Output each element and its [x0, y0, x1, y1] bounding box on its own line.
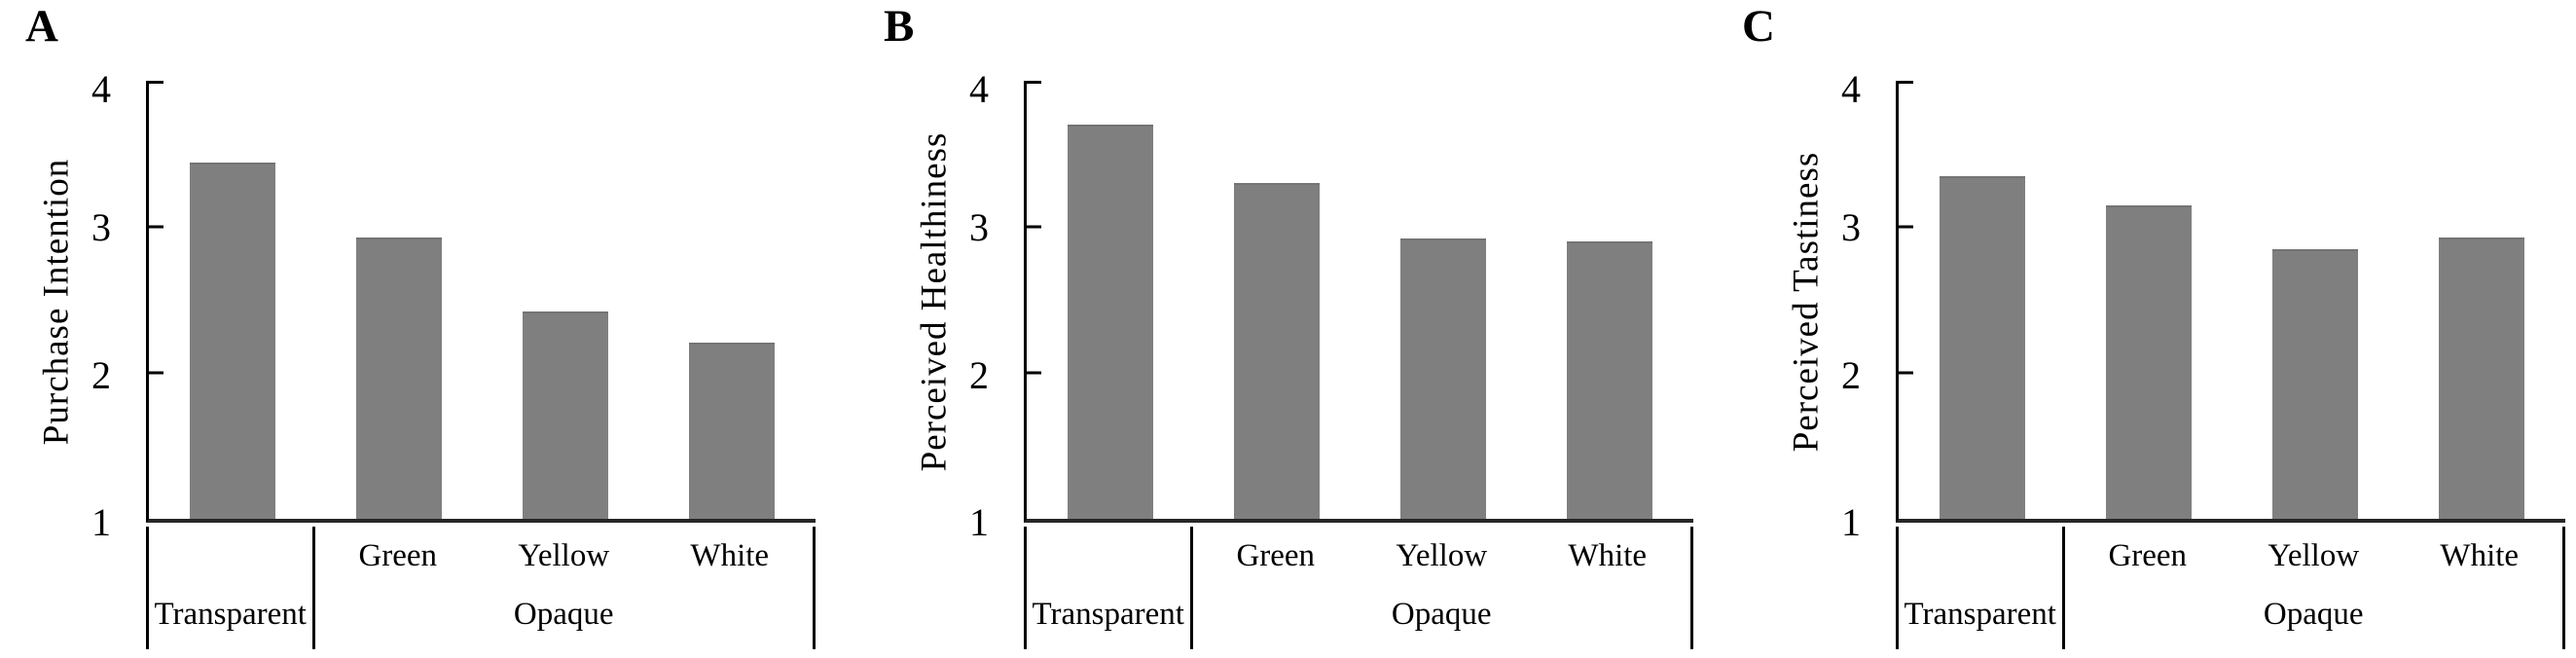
bar-white	[689, 342, 776, 519]
bar-transparent	[189, 163, 275, 519]
bar-slot	[315, 81, 482, 519]
bar-slot	[2399, 81, 2565, 519]
bar-white	[2439, 237, 2525, 519]
bar-slot	[1899, 81, 2065, 519]
panel-c-xaxis-table: Transparent Green Yellow White Opaque	[1896, 527, 2565, 649]
ytick-mark-4	[1027, 81, 1041, 84]
group-label-opaque: Opaque	[1391, 596, 1492, 632]
panel-b-letter: B	[884, 1, 915, 52]
bar-transparent	[1939, 175, 2025, 519]
panel-b-plot-area	[1024, 81, 1693, 523]
opaque-group-row: Opaque	[2065, 584, 2563, 649]
bar-green	[355, 237, 442, 519]
ytick-mark-2	[1899, 371, 1913, 375]
category-label-yellow: Yellow	[1396, 537, 1488, 573]
panel-a-xaxis-table: Transparent Green Yellow White Opaque	[146, 527, 816, 649]
panel-b-ytick-labels: 4 3 2 1	[868, 70, 989, 542]
bar-yellow	[523, 311, 609, 519]
ytick-label-2: 2	[969, 352, 989, 397]
ytick-label-2: 2	[91, 352, 111, 397]
bar-slot	[1193, 81, 1360, 519]
ytick-mark-4	[1899, 81, 1913, 84]
opaque-subcategory-row: Green Yellow White	[2065, 527, 2563, 584]
ytick-label-4: 4	[969, 67, 989, 112]
ytick-label-3: 3	[1841, 205, 1861, 250]
opaque-subcategory-row: Green Yellow White	[1193, 527, 1691, 584]
panel-b: B Perceived Healthiness 4 3 2 1 Transpar…	[858, 0, 1717, 658]
panel-b-bars	[1027, 81, 1693, 519]
transparent-cell: Transparent	[1899, 527, 2065, 649]
ytick-label-4: 4	[1841, 67, 1861, 112]
category-label-white: White	[2440, 537, 2520, 573]
ytick-label-1: 1	[91, 500, 111, 544]
bar-slot	[1027, 81, 1193, 519]
ytick-label-1: 1	[969, 500, 989, 544]
panel-b-xaxis-table: Transparent Green Yellow White Opaque	[1024, 527, 1693, 649]
opaque-cell: Green Yellow White Opaque	[2065, 527, 2563, 649]
panel-c-ytick-labels: 4 3 2 1	[1740, 70, 1861, 542]
ytick-mark-3	[149, 225, 163, 229]
panel-c-plot-area	[1896, 81, 2565, 523]
bar-slot	[1527, 81, 1693, 519]
panel-a-bars	[149, 81, 816, 519]
category-label-transparent: Transparent	[1904, 596, 2056, 632]
bar-slot	[149, 81, 315, 519]
category-label-transparent: Transparent	[154, 596, 307, 632]
opaque-cell: Green Yellow White Opaque	[1193, 527, 1691, 649]
panel-c-letter: C	[1742, 1, 1775, 52]
category-label-white: White	[690, 537, 770, 573]
bar-slot	[483, 81, 649, 519]
ytick-mark-2	[149, 371, 163, 375]
category-label-white: White	[1568, 537, 1648, 573]
category-label-green: Green	[1236, 537, 1316, 573]
ytick-mark-4	[149, 81, 163, 84]
group-label-opaque: Opaque	[513, 596, 614, 632]
bar-green	[1233, 183, 1320, 519]
opaque-cell: Green Yellow White Opaque	[315, 527, 814, 649]
panel-a-ytick-labels: 4 3 2 1	[0, 70, 111, 542]
ytick-label-3: 3	[91, 205, 111, 250]
category-label-yellow: Yellow	[2268, 537, 2360, 573]
bar-slot	[1361, 81, 1527, 519]
bar-slot	[649, 81, 816, 519]
ytick-label-2: 2	[1841, 352, 1861, 397]
ytick-label-1: 1	[1841, 500, 1861, 544]
ytick-label-3: 3	[969, 205, 989, 250]
bar-yellow	[2272, 248, 2359, 519]
bar-transparent	[1067, 125, 1153, 519]
opaque-subcategory-row: Green Yellow White	[315, 527, 814, 584]
category-label-yellow: Yellow	[518, 537, 610, 573]
panel-a-plot-area	[146, 81, 816, 523]
bar-white	[1567, 241, 1653, 519]
category-label-transparent: Transparent	[1032, 596, 1184, 632]
panel-c-bars	[1899, 81, 2565, 519]
bar-slot	[2232, 81, 2399, 519]
bar-slot	[2065, 81, 2231, 519]
ytick-mark-2	[1027, 371, 1041, 375]
category-label-green: Green	[358, 537, 438, 573]
opaque-group-row: Opaque	[315, 584, 814, 649]
bar-green	[2105, 204, 2192, 519]
ytick-mark-3	[1027, 225, 1041, 229]
category-label-green: Green	[2108, 537, 2188, 573]
panel-a: A Purchase Intention 4 3 2 1 Transparent	[0, 0, 858, 658]
opaque-group-row: Opaque	[1193, 584, 1691, 649]
transparent-cell: Transparent	[1027, 527, 1193, 649]
transparent-cell: Transparent	[149, 527, 315, 649]
group-label-opaque: Opaque	[2263, 596, 2364, 632]
panel-a-letter: A	[25, 1, 58, 52]
panel-c: C Perceived Tastiness 4 3 2 1 Transparen…	[1717, 0, 2575, 658]
bar-yellow	[1400, 238, 1487, 519]
ytick-label-4: 4	[91, 67, 111, 112]
ytick-mark-3	[1899, 225, 1913, 229]
